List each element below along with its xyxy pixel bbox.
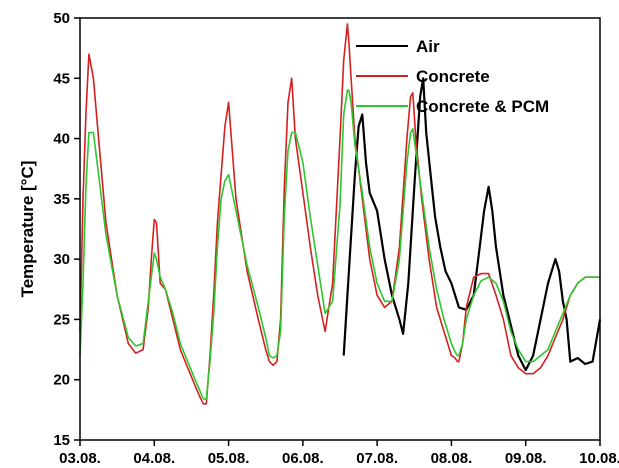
x-tick-label: 07.08.: [356, 450, 398, 467]
y-axis-title: Temperature [°C]: [18, 161, 37, 298]
y-tick-label: 50: [53, 10, 70, 27]
ticks-layer: 15 20 25 30 35 40 45 50 03.08. 04.08. 05.08. 06.08.…: [53, 10, 619, 467]
plot-frame: [79, 17, 601, 441]
y-tick-label: 45: [53, 70, 70, 87]
y-tick-label: 35: [53, 191, 70, 208]
x-tick-label: 04.08.: [133, 450, 175, 467]
legend: Air Concrete Concrete & PCM: [356, 37, 549, 116]
x-tick-label: 10.08.: [579, 450, 619, 467]
y-tick-label: 25: [53, 311, 70, 328]
y-tick-label: 15: [53, 432, 70, 449]
y-tick-label: 30: [53, 251, 70, 268]
x-tick-label: 06.08.: [282, 450, 324, 467]
series-line-concrete: [79, 23, 600, 405]
y-tick-label: 40: [53, 131, 70, 148]
x-tick-label: 03.08.: [59, 450, 101, 467]
x-tick-label: 08.08.: [431, 450, 473, 467]
x-tick-label: 05.08.: [208, 450, 250, 467]
legend-label: Air: [416, 37, 440, 56]
legend-label: Concrete: [416, 67, 490, 86]
series-layer: [79, 23, 602, 405]
series-line-concrete-pcm: [79, 89, 600, 400]
x-tick-label: 09.08.: [505, 450, 547, 467]
legend-label: Concrete & PCM: [416, 97, 549, 116]
series-line-air: [342, 77, 602, 372]
y-tick-label: 20: [53, 372, 70, 389]
